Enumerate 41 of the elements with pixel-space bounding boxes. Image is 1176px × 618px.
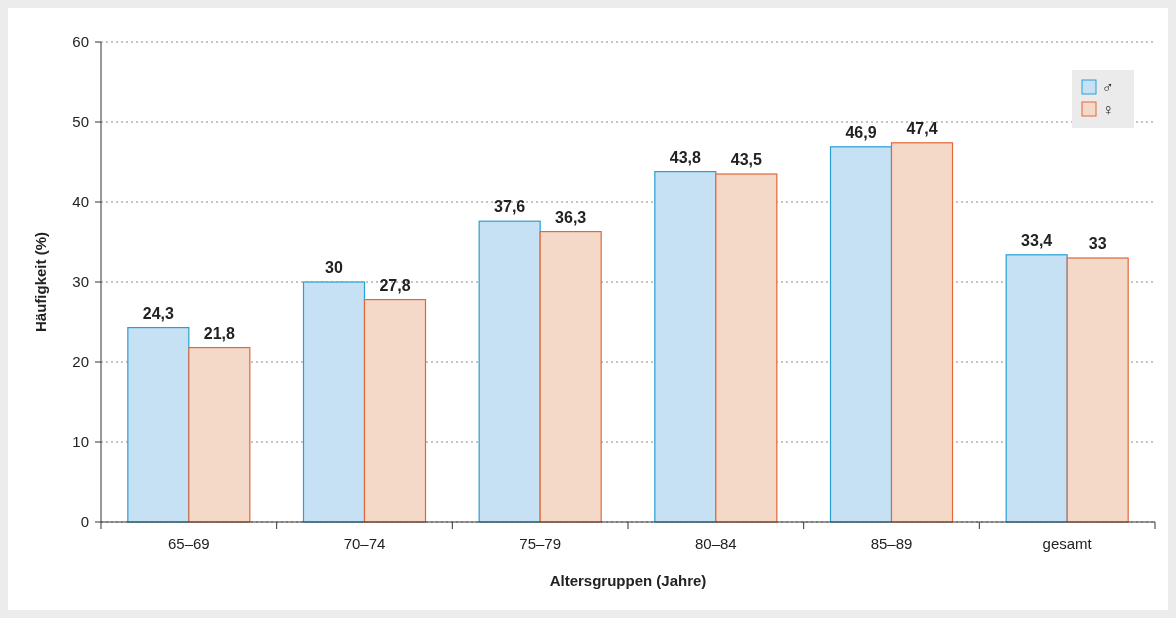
bar	[188, 347, 251, 523]
bar	[890, 142, 954, 523]
data-label: 47,4	[906, 119, 938, 137]
bar	[302, 281, 366, 523]
x-tick-label: 80–84	[694, 535, 737, 552]
y-tick-label: 40	[72, 193, 89, 211]
bar	[127, 327, 190, 523]
data-label: 43,5	[730, 151, 763, 168]
bar	[1066, 257, 1129, 523]
data-label: 37,6	[494, 198, 526, 216]
x-tick-label: 75–79	[519, 535, 562, 552]
bar	[829, 146, 893, 523]
x-axis-title: Altersgruppen (Jahre)	[549, 572, 707, 589]
bar	[363, 299, 427, 523]
bar	[654, 171, 717, 523]
x-tick-label: gesamt	[1042, 535, 1093, 552]
x-tick-label: 85–89	[870, 535, 913, 552]
data-label: 33,4	[1021, 231, 1053, 249]
data-label: 33	[1088, 235, 1107, 252]
legend-label: ♀	[1102, 100, 1114, 118]
bar	[539, 231, 602, 523]
y-tick-label: 20	[72, 353, 89, 371]
bar	[478, 220, 541, 523]
x-tick-label: 70–74	[343, 535, 386, 552]
data-label: 46,9	[845, 123, 877, 141]
y-tick-label: 30	[72, 273, 89, 291]
data-label: 30	[325, 259, 343, 276]
data-label: 43,8	[669, 148, 702, 166]
y-tick-label: 10	[72, 433, 89, 451]
legend-label: ♂	[1102, 78, 1114, 96]
data-label: 21,8	[203, 324, 236, 342]
y-tick-label: 50	[72, 113, 89, 131]
y-axis-title: Häufigkeit (%)	[32, 231, 49, 333]
data-label: 36,3	[555, 208, 587, 226]
bar	[1005, 254, 1068, 523]
x-tick-label: 65–69	[167, 535, 210, 552]
y-tick-label: 0	[80, 513, 89, 531]
data-label: 24,3	[142, 304, 175, 322]
data-label: 27,8	[379, 276, 411, 294]
bar	[715, 173, 778, 523]
y-tick-label: 60	[72, 33, 89, 51]
